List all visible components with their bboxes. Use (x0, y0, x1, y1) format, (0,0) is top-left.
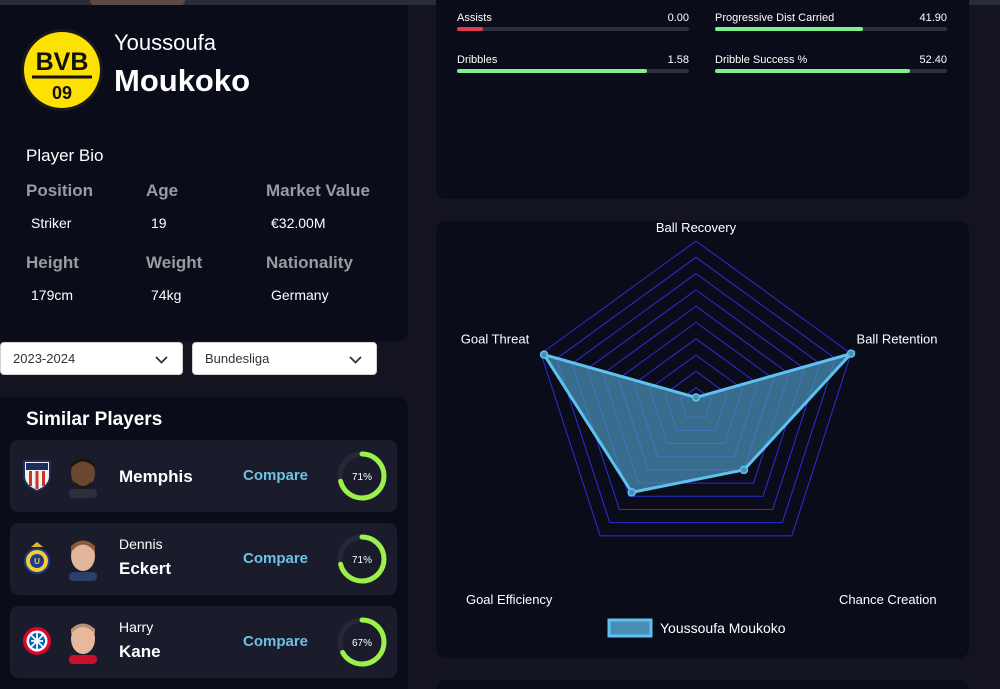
player-card: BVB 09 Youssoufa Moukoko Player Bio Posi… (0, 5, 408, 341)
radar-axis-label: Goal Efficiency (466, 592, 553, 607)
similar-player-first-name: Dennis (119, 536, 163, 552)
stat-bar (457, 69, 648, 73)
similar-player-first-name: Harry (119, 619, 154, 635)
legend-label: Youssoufa Moukoko (660, 620, 786, 636)
similarity-ring: 71% (336, 450, 388, 502)
badge-year: 09 (52, 83, 72, 103)
similarity-score: 67% (352, 638, 372, 649)
bio-label-market-value: Market Value (266, 181, 370, 200)
radar-data-point (846, 349, 856, 358)
radar-axis-label: Ball Retention (857, 332, 938, 347)
chevron-down-icon (349, 356, 362, 364)
badge-letters: BVB (36, 48, 89, 76)
compare-button[interactable]: Compare (243, 467, 309, 484)
similarity-ring: 71% (336, 533, 388, 585)
stat-bar (715, 69, 910, 73)
bio-label-position: Position (26, 181, 94, 200)
league-select-value: Bundesliga (205, 351, 270, 366)
radar-axis-label: Chance Creation (839, 592, 937, 607)
radar-grid-ring (555, 256, 837, 524)
stat-track (457, 27, 689, 31)
stat-label: Progressive Dist Carried (715, 12, 835, 24)
bio-value-position: Striker (31, 215, 72, 231)
stat-label: Dribble Success % (715, 54, 808, 66)
stat-value: 0.00 (667, 12, 689, 24)
similarity-score: 71% (352, 555, 372, 566)
similar-player-row: Harry Kane Compare 67% (10, 606, 397, 678)
stat-bar (715, 27, 864, 31)
legend-swatch (607, 618, 653, 638)
stat-value: 1.58 (667, 54, 689, 66)
bvb-crest-icon: BVB 09 (21, 29, 103, 111)
radar-data-point (691, 393, 701, 402)
bio-value-nationality: Germany (271, 287, 329, 303)
radar-data-point (739, 465, 749, 475)
similar-player-row: U Dennis Eckert Compare 71% (10, 523, 397, 595)
bio-value-weight: 74kg (151, 287, 182, 303)
radar-data-point (539, 350, 549, 359)
atletico-crest-icon (23, 460, 51, 492)
bio-title: Player Bio (26, 146, 104, 165)
chevron-down-icon (155, 356, 168, 364)
radar-grid-ring (571, 272, 821, 510)
next-card-edge (436, 680, 969, 689)
stat-track (715, 27, 947, 31)
player-avatar (69, 458, 97, 498)
stat-label: Assists (457, 12, 492, 24)
svg-text:U: U (34, 557, 40, 566)
similar-player-last-name: Eckert (119, 559, 171, 578)
stat-value: 52.40 (919, 54, 947, 66)
stat-track (457, 69, 689, 73)
radar-grid-ring (602, 305, 790, 484)
stat-label: Dribbles (457, 54, 498, 66)
player-portrait-crop (90, 0, 185, 6)
bio-label-nationality: Nationality (266, 253, 353, 272)
similar-players-card: Similar Players Memphis Compare 71% (0, 397, 408, 689)
stat-track (715, 69, 947, 73)
radar-data-point (627, 488, 637, 497)
player-avatar (69, 540, 97, 581)
union-sg-crest-icon: U (24, 542, 50, 574)
stats-card: Assists 0.00 Progressive Dist Carried 41… (436, 0, 969, 199)
league-select[interactable]: Bundesliga (192, 342, 377, 375)
similar-player-row: Memphis Compare 71% (10, 440, 397, 512)
radar-series-area (540, 350, 856, 495)
stat-bar (457, 27, 483, 31)
similarity-score: 71% (352, 472, 372, 483)
bayern-crest-icon (23, 627, 51, 655)
similar-player-last-name: Kane (119, 642, 161, 661)
player-first-name: Youssoufa (114, 30, 216, 55)
similar-players-title: Similar Players (26, 409, 163, 430)
bio-label-weight: Weight (146, 253, 203, 272)
similar-player-name: Memphis (119, 467, 193, 486)
bio-label-age: Age (146, 181, 179, 200)
player-avatar (69, 623, 97, 664)
compare-button[interactable]: Compare (243, 633, 309, 650)
bio-value-age: 19 (151, 215, 167, 231)
similarity-ring: 67% (336, 616, 388, 668)
bio-value-market-value: €32.00M (271, 215, 326, 231)
season-select[interactable]: 2023-2024 (0, 342, 183, 375)
radar-chart: Ball Recovery Ball Retention Chance Creati… (461, 221, 938, 638)
stat-value: 41.90 (919, 12, 947, 24)
bio-value-height: 179cm (31, 287, 74, 303)
radar-axis-label: Ball Recovery (656, 221, 737, 235)
radar-chart-card: Ball Recovery Ball Retention Chance Creati… (436, 221, 969, 658)
player-last-name: Moukoko (114, 63, 251, 98)
radar-axis-label: Goal Threat (461, 332, 530, 347)
season-select-value: 2023-2024 (13, 351, 76, 366)
bio-label-height: Height (26, 253, 79, 272)
compare-button[interactable]: Compare (243, 550, 309, 567)
radar-grid-ring (586, 289, 806, 497)
radar-grid-ring (540, 240, 852, 537)
